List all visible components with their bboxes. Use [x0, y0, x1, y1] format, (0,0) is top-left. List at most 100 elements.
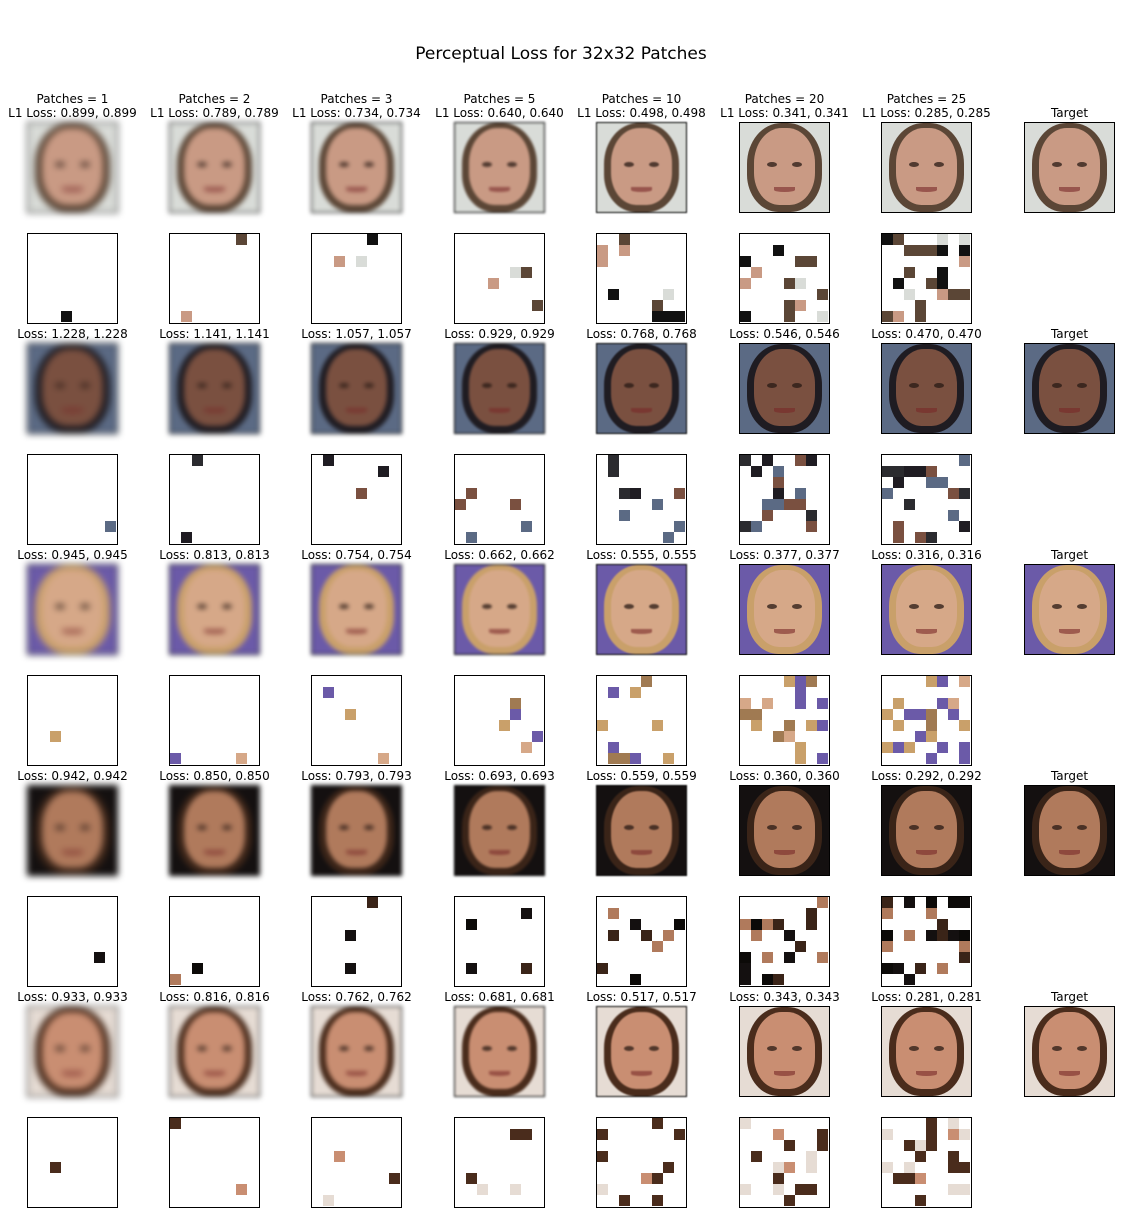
mouth: [773, 850, 796, 855]
patch: [806, 908, 817, 919]
patch: [959, 742, 970, 753]
left-eye: [766, 383, 778, 389]
left-eye: [338, 162, 350, 168]
patch: [882, 897, 893, 908]
patch: [521, 963, 532, 974]
patch: [959, 488, 970, 499]
loss-label-line: Loss: 0.470, 0.470: [871, 327, 982, 341]
loss-label: Loss: 1.057, 1.057: [282, 327, 432, 341]
loss-label: Loss: 0.546, 0.546: [710, 327, 860, 341]
right-eye: [506, 162, 518, 168]
patch: [466, 919, 477, 930]
loss-label-line: L1 Loss: 0.734, 0.734: [292, 106, 421, 120]
patch: [937, 742, 948, 753]
target-label-line: Target: [1050, 990, 1089, 1004]
patch-mask: [881, 1117, 972, 1208]
patch-mask: [596, 454, 687, 545]
patch: [334, 1151, 345, 1162]
patch: [532, 300, 543, 311]
patch: [334, 256, 345, 267]
left-eye: [481, 604, 493, 610]
left-eye: [908, 383, 920, 389]
left-eye: [54, 162, 66, 168]
patch: [192, 455, 203, 466]
patch: [510, 709, 521, 720]
patch: [893, 466, 904, 477]
patch: [762, 952, 773, 963]
right-eye: [933, 1046, 945, 1052]
loss-label: Loss: 0.662, 0.662: [425, 548, 575, 562]
left-eye: [54, 1046, 66, 1052]
face: [42, 570, 103, 647]
right-eye: [363, 1046, 375, 1052]
patch: [345, 963, 356, 974]
face: [896, 128, 957, 205]
patch: [740, 974, 751, 985]
patch: [597, 256, 608, 267]
patch: [652, 720, 663, 731]
patch: [882, 963, 893, 974]
patch: [959, 521, 970, 532]
patch: [521, 742, 532, 753]
right-eye: [933, 162, 945, 168]
reconstruction-image: [27, 122, 118, 213]
patch-mask: [311, 675, 402, 766]
mouth: [61, 850, 84, 855]
patch: [904, 466, 915, 477]
patch: [915, 300, 926, 311]
reconstruction-image: [881, 785, 972, 876]
patch: [740, 1118, 751, 1129]
target-label: Target: [995, 769, 1122, 783]
patch: [608, 742, 619, 753]
patch: [904, 267, 915, 278]
loss-label: Loss: 0.681, 0.681: [425, 990, 575, 1004]
patch: [466, 532, 477, 543]
patch: [926, 753, 937, 764]
patch: [926, 908, 937, 919]
reconstruction-image: [454, 564, 545, 655]
patch: [948, 698, 959, 709]
right-eye: [221, 1046, 233, 1052]
patch: [488, 278, 499, 289]
patch: [773, 245, 784, 256]
patch-mask: [311, 454, 402, 545]
patch: [926, 1118, 937, 1129]
patch: [663, 289, 674, 300]
patch: [192, 963, 203, 974]
right-eye: [648, 383, 660, 389]
patch: [619, 234, 630, 245]
loss-label: Loss: 1.141, 1.141: [140, 327, 290, 341]
loss-label: Loss: 0.693, 0.693: [425, 769, 575, 783]
patch: [959, 234, 970, 245]
right-eye: [363, 825, 375, 831]
patch: [882, 908, 893, 919]
patch: [959, 1162, 970, 1173]
patch: [795, 455, 806, 466]
patch: [915, 731, 926, 742]
loss-label-line: L1 Loss: 0.899, 0.899: [8, 106, 137, 120]
patch: [915, 963, 926, 974]
patch-mask: [454, 1117, 545, 1208]
patch: [674, 919, 685, 930]
patch-mask: [27, 896, 118, 987]
patch: [817, 698, 828, 709]
patch: [236, 753, 247, 764]
left-eye: [623, 383, 635, 389]
patch: [806, 676, 817, 687]
reconstruction-image: [454, 343, 545, 434]
patch: [608, 455, 619, 466]
loss-label: Loss: 0.360, 0.360: [710, 769, 860, 783]
loss-label: Loss: 1.228, 1.228: [0, 327, 148, 341]
patch: [740, 698, 751, 709]
patch: [904, 930, 915, 941]
face: [326, 791, 387, 868]
patch: [652, 941, 663, 952]
patch: [817, 289, 828, 300]
mouth: [1058, 187, 1081, 192]
left-eye: [908, 825, 920, 831]
patch: [740, 709, 751, 720]
patch: [784, 952, 795, 963]
left-eye: [338, 604, 350, 610]
patch: [882, 488, 893, 499]
patch: [740, 256, 751, 267]
